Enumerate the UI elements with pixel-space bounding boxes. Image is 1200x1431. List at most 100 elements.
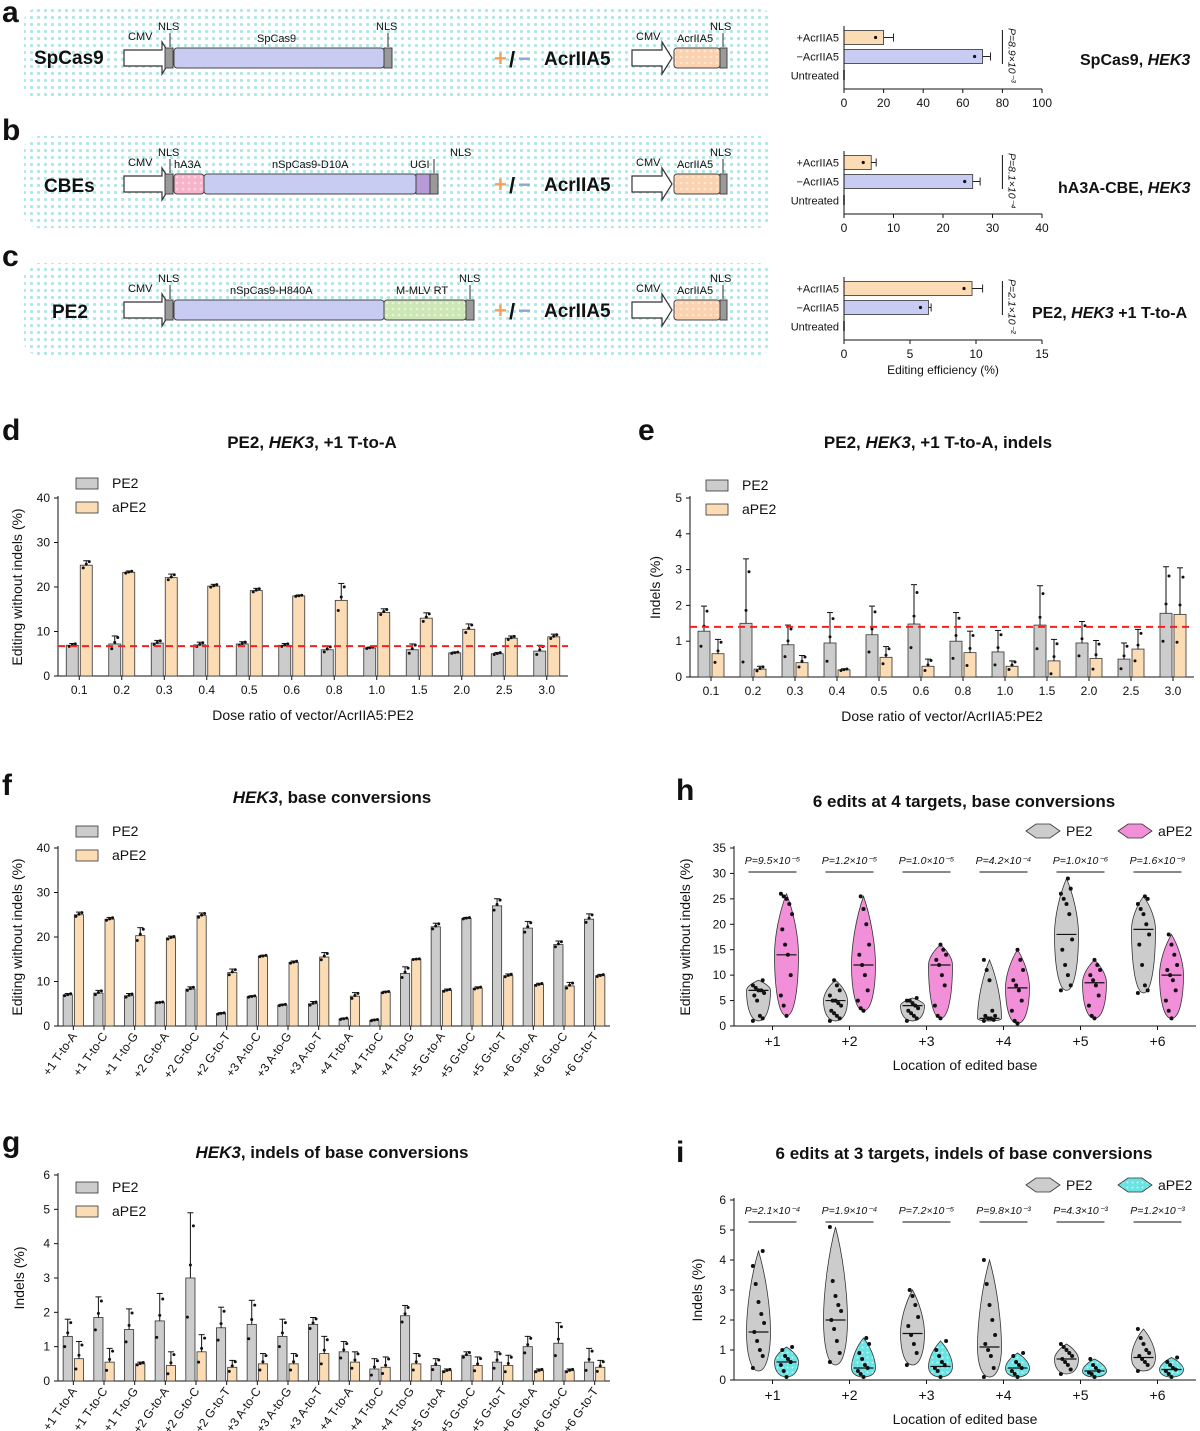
bar <box>553 944 564 1027</box>
construct-name: PE2 <box>52 302 88 323</box>
data-point <box>862 973 867 978</box>
chart-b: +AcrIIA5 −AcrIIA5 Untreated 0 10 20 30 40 P=8.1×… <box>791 151 1049 235</box>
data-point <box>1058 891 1063 896</box>
data-point <box>1141 1342 1146 1346</box>
slash-sign: / <box>509 173 515 198</box>
data-point <box>705 609 709 613</box>
result-label: hA3A-CBE, HEK3 <box>1058 180 1191 197</box>
data-point <box>1058 1372 1063 1376</box>
data-point <box>1088 973 1093 978</box>
data-point <box>944 952 949 957</box>
data-point <box>209 585 213 589</box>
data-point <box>911 1013 916 1018</box>
data-point <box>534 983 538 987</box>
data-point <box>1010 663 1014 667</box>
bar <box>193 644 207 677</box>
violin <box>1082 959 1107 1019</box>
data-point <box>99 1299 103 1303</box>
violin <box>900 1289 925 1366</box>
data-point <box>587 916 591 920</box>
data-point <box>1065 973 1070 978</box>
data-point <box>448 987 452 991</box>
bar <box>492 905 503 1027</box>
bar <box>65 644 79 677</box>
x-tick-label: 100 <box>1032 96 1052 110</box>
data-point <box>784 896 789 901</box>
bar <box>843 49 984 64</box>
data-point <box>987 978 992 983</box>
data-point <box>755 669 759 673</box>
category-label: +AcrIIA5 <box>797 284 840 296</box>
bar <box>711 653 725 678</box>
data-point <box>1138 1336 1143 1340</box>
data-point <box>778 891 783 896</box>
data-point <box>861 160 865 165</box>
y-tick-label: 10 <box>37 625 51 639</box>
data-point <box>553 945 557 949</box>
data-point <box>322 1348 326 1352</box>
acriia5-label: AcrIIA5 <box>677 33 713 45</box>
y-tick-label: 2 <box>43 1305 50 1319</box>
data-point <box>230 1364 234 1368</box>
data-point <box>1058 1342 1063 1346</box>
data-point <box>757 1348 762 1352</box>
panel-b: b CBEs CMV NLS hA3A nSpCas9-D10A UGI NLS… <box>2 114 1191 235</box>
data-point <box>756 988 761 993</box>
x-axis-label: Dose ratio of vector/AcrIIA5:PE2 <box>212 707 414 723</box>
data-point <box>311 1001 315 1005</box>
x-tick-label: +3 <box>919 1033 935 1049</box>
data-point <box>111 1349 115 1353</box>
data-point <box>937 1354 942 1358</box>
legend-swatch <box>1117 1177 1153 1193</box>
data-point <box>509 972 513 976</box>
y-tick-label: 5 <box>43 1202 50 1216</box>
data-point <box>251 590 255 594</box>
x-tick-label: 60 <box>956 96 970 110</box>
data-point <box>1019 1366 1024 1370</box>
x-tick-label: +2 <box>842 1033 858 1049</box>
data-point <box>414 1360 418 1364</box>
data-point <box>417 1354 421 1358</box>
data-point <box>473 1369 477 1373</box>
acriia5-block <box>673 47 721 69</box>
legend-label: aPE2 <box>112 847 146 863</box>
legend-swatch <box>705 503 729 516</box>
data-point <box>319 958 323 962</box>
data-point <box>227 973 231 977</box>
data-point <box>1080 637 1084 641</box>
data-point <box>757 1013 762 1018</box>
chart-e: PE2, HEK3, +1 T-to-A, indels PE2 aPE2 0 1 2 3 4… <box>647 433 1194 724</box>
cmv-label: CMV <box>636 31 661 43</box>
data-point <box>1011 1354 1016 1358</box>
x-tick-label: 40 <box>1035 221 1049 235</box>
x-tick-label: 2.0 <box>1081 684 1098 698</box>
data-point <box>379 613 383 617</box>
data-point <box>467 1351 471 1355</box>
data-point <box>1011 978 1016 983</box>
spcas9-label: SpCas9 <box>257 33 296 45</box>
data-point <box>216 1338 220 1342</box>
data-point <box>1065 1363 1070 1367</box>
x-tick-label: 1.5 <box>1039 684 1056 698</box>
violin <box>851 895 876 1012</box>
data-point <box>503 975 507 979</box>
data-point <box>783 655 787 659</box>
data-point <box>161 1000 165 1004</box>
data-point <box>935 1369 940 1373</box>
data-point <box>369 1373 373 1377</box>
result-label: PE2, HEK3 +1 T-to-A <box>1032 305 1188 322</box>
data-point <box>203 1336 207 1340</box>
data-point <box>523 930 527 934</box>
nspcas9-d10a-block <box>203 173 417 195</box>
data-point <box>926 663 930 667</box>
data-point <box>923 669 927 673</box>
data-point <box>832 978 837 983</box>
data-point <box>1145 896 1150 901</box>
data-point <box>587 1357 591 1361</box>
data-point <box>1142 1360 1147 1364</box>
data-point <box>939 1360 944 1364</box>
bar <box>164 577 178 677</box>
data-point <box>568 1368 572 1372</box>
data-point <box>424 615 428 619</box>
data-point <box>155 1001 159 1005</box>
